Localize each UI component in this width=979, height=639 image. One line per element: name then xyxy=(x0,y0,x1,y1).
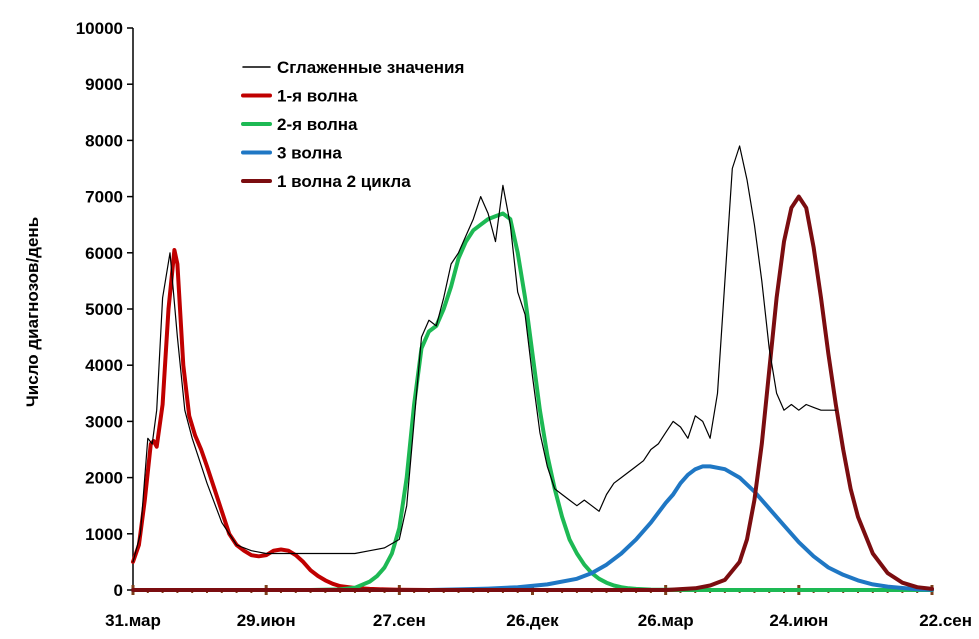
legend: Сглаженные значения 1-я волна 2-я волна 3 в… xyxy=(241,58,464,191)
y-tick-label-7: 7000 xyxy=(85,188,123,207)
y-axis-title: Число диагнозов/день xyxy=(23,217,42,407)
legend-label-1: 1-я волна xyxy=(277,87,358,106)
x-tick-label-1: 29.июн xyxy=(237,611,296,630)
series-line-4 xyxy=(131,194,934,592)
series-line-2 xyxy=(131,211,934,592)
x-tick-label-6: 22.сен xyxy=(919,611,972,630)
y-tick-label-4: 4000 xyxy=(85,356,123,375)
x-tick-label-3: 26.дек xyxy=(506,611,559,630)
legend-label-0: Сглаженные значения xyxy=(277,58,464,77)
y-tick-label-8: 8000 xyxy=(85,131,123,150)
y-tick-label-10: 10000 xyxy=(76,19,123,38)
y-tick-label-0: 0 xyxy=(114,581,123,600)
x-tick-label-4: 26.мар xyxy=(638,611,694,630)
legend-label-3: 3 волна xyxy=(277,144,342,163)
y-tick-label-6: 6000 xyxy=(85,244,123,263)
y-tick-label-9: 9000 xyxy=(85,75,123,94)
y-tick-label-3: 3000 xyxy=(85,412,123,431)
legend-label-2: 2-я волна xyxy=(277,115,358,134)
series-line-3 xyxy=(131,464,934,592)
y-axis: 0 1000 2000 3000 4000 5000 6000 7000 8000 9000 100… xyxy=(76,19,134,600)
legend-label-4: 1 волна 2 цикла xyxy=(277,172,411,191)
x-tick-label-5: 24.июн xyxy=(769,611,828,630)
x-tick-label-2: 27.сен xyxy=(373,611,426,630)
series-line-0 xyxy=(132,145,837,563)
series-lines xyxy=(131,145,934,592)
y-tick-label-1: 1000 xyxy=(85,525,123,544)
y-tick-label-5: 5000 xyxy=(85,300,123,319)
series-line-1 xyxy=(131,248,934,592)
y-tick-label-2: 2000 xyxy=(85,469,123,488)
x-tick-label-0: 31.мар xyxy=(105,611,161,630)
